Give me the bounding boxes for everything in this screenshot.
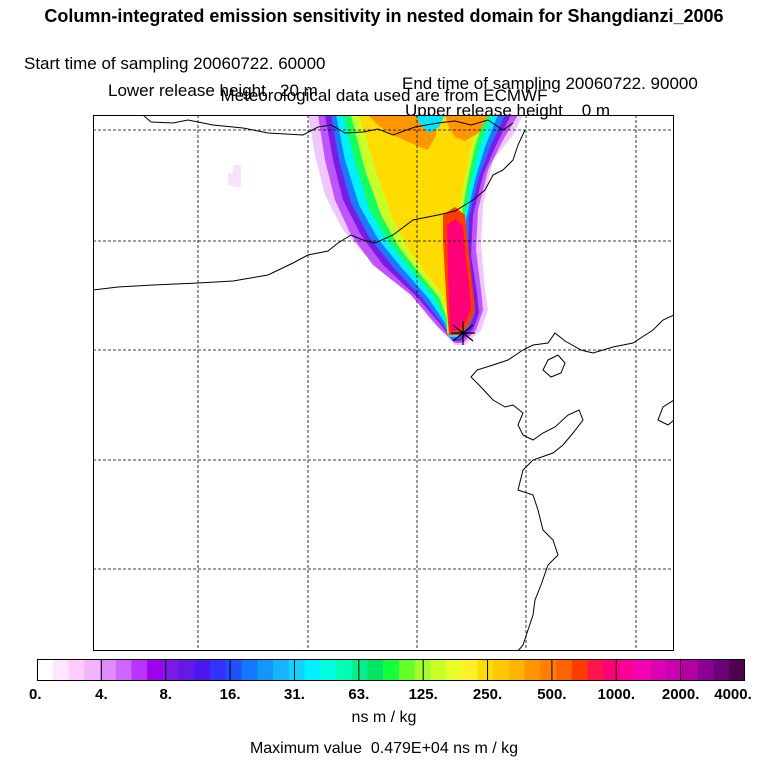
map-frame <box>93 115 674 651</box>
colorbar-cell <box>461 659 479 681</box>
colorbar-cell <box>194 659 211 681</box>
colorbar-cell <box>398 659 416 681</box>
colorbar-cell <box>37 659 54 681</box>
colorbar-cell <box>225 659 243 681</box>
colorbar-units: ns m / kg <box>351 709 417 726</box>
colorbar-cell <box>729 659 745 681</box>
colorbar-cell <box>619 659 636 681</box>
colorbar-cell <box>697 659 715 681</box>
colorbar-cell <box>320 659 337 681</box>
lower-release-label: Lower release height 20 m <box>108 81 318 100</box>
release-heights: Lower release height 20 m Upper release … <box>0 61 768 121</box>
colorbar-cell <box>682 659 699 681</box>
met-data-label: Meteorological data used are from ECMWF <box>220 86 548 105</box>
colorbar-cell <box>131 659 148 681</box>
colorbar-cell <box>162 659 180 681</box>
colorbar-cell <box>115 659 132 681</box>
colorbar-cell <box>650 659 667 681</box>
colorbar-cell <box>178 659 195 681</box>
colorbar-cell <box>257 659 274 681</box>
colorbar-tick-label: 500. <box>537 686 567 703</box>
colorbar-cell <box>68 659 85 681</box>
colorbar-cell <box>304 659 321 681</box>
colorbar-tick-label: 4. <box>95 686 108 703</box>
colorbar-cell <box>351 659 368 681</box>
colorbar-tick-label: 2000. <box>661 686 700 703</box>
colorbar-cell <box>84 659 101 681</box>
colorbar-tick-label: 125. <box>408 686 438 703</box>
colorbar-cell <box>288 659 305 681</box>
colorbar-tick-label: 4000. <box>714 686 752 703</box>
colorbar-tick-label: 250. <box>472 686 503 703</box>
country-borders <box>93 115 674 651</box>
colorbar-cell <box>273 659 290 681</box>
maximum-value-label: Maximum value 0.479E+04 ns m / kg <box>249 740 519 757</box>
colorbar-cell <box>367 659 384 681</box>
colorbar-cell <box>556 659 573 681</box>
colorbar <box>37 659 745 681</box>
colorbar-cell <box>430 659 447 681</box>
colorbar-cell <box>571 659 589 681</box>
colorbar-cell <box>524 659 541 681</box>
grid-lines <box>93 115 674 651</box>
colorbar-tick-label: 31. <box>284 686 305 703</box>
start-time-label: Start time of sampling 20060722. 60000 <box>24 54 326 73</box>
colorbar-cell <box>587 659 604 681</box>
colorbar-cell <box>147 659 164 681</box>
colorbar-cell <box>666 659 683 681</box>
sensitivity-plume <box>228 115 523 345</box>
colorbar-cell <box>540 659 557 681</box>
colorbar-tick-label: 63. <box>348 686 370 703</box>
colorbar-cell <box>241 659 258 681</box>
colorbar-cell <box>493 659 510 681</box>
colorbar-cell <box>210 659 227 681</box>
plot-title: Column-integrated emission sensitivity i… <box>44 6 724 26</box>
colorbar-cell <box>477 659 494 681</box>
colorbar-tick-label: 1000. <box>597 686 636 703</box>
sampling-times: Start time of sampling 20060722. 60000 E… <box>0 34 768 94</box>
emission-sensitivity-map <box>93 115 674 651</box>
colorbar-cell <box>634 659 652 681</box>
colorbar-cell <box>603 659 620 681</box>
colorbar-cell <box>99 659 117 681</box>
end-time-label: End time of sampling 20060722. 90000 <box>402 74 698 93</box>
colorbar-cell <box>52 659 69 681</box>
colorbar-tick-label: 0. <box>29 686 42 703</box>
colorbar-cell <box>509 659 526 681</box>
colorbar-tick-label: 8. <box>159 686 172 703</box>
colorbar-tick-label: 16. <box>219 686 241 703</box>
colorbar-cell <box>383 659 400 681</box>
colorbar-cell <box>335 659 353 681</box>
colorbar-cell <box>446 659 463 681</box>
colorbar-cell <box>713 659 730 681</box>
release-site-star <box>451 321 475 345</box>
